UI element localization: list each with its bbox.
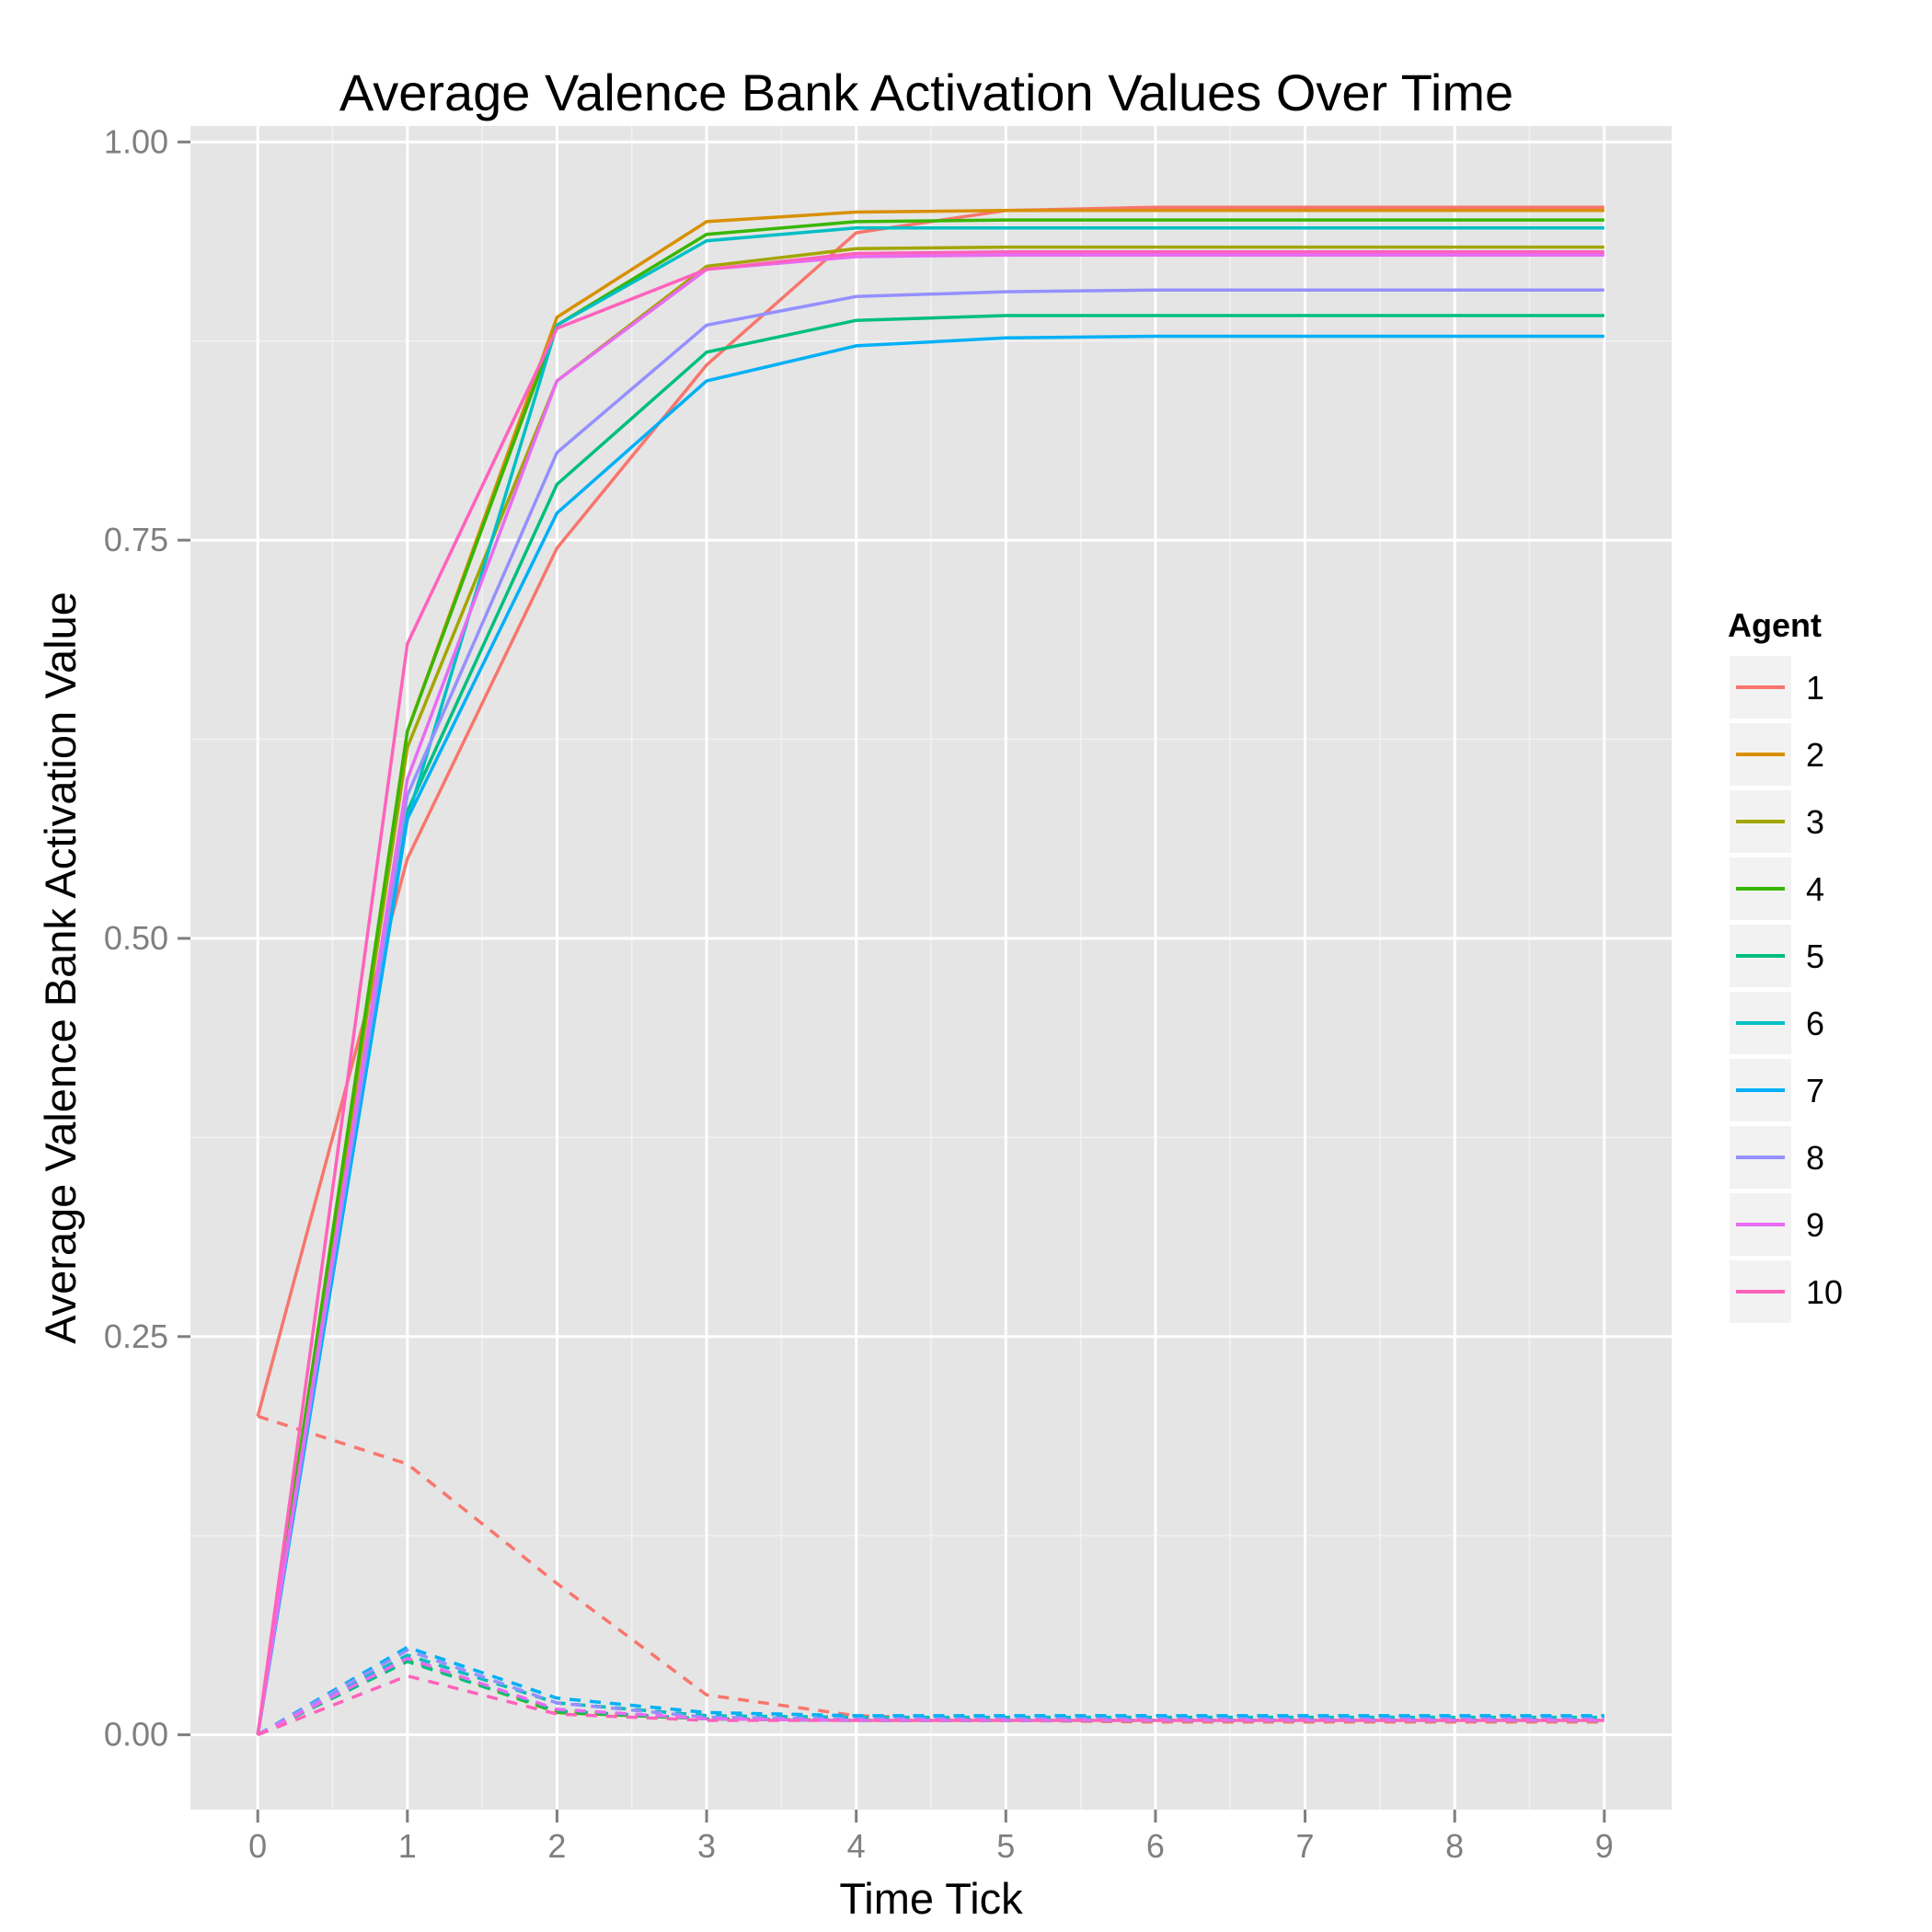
legend-label-agent-9: 9 (1806, 1206, 1824, 1244)
series-line-solid-agent-5 (256, 314, 1604, 1735)
series-line-dashed-agent-1 (257, 1414, 1604, 1724)
series-line-dashed-agent-9 (257, 1656, 1604, 1737)
legend-label-agent-6: 6 (1806, 1005, 1824, 1042)
x-tick-label: 2 (547, 1827, 566, 1865)
series-line-dashed-agent-6 (257, 1653, 1604, 1737)
x-tick-label: 6 (1146, 1827, 1165, 1865)
legend-label-agent-1: 1 (1806, 669, 1824, 707)
x-tick-label: 5 (996, 1827, 1015, 1865)
legend-label-agent-10: 10 (1806, 1273, 1843, 1311)
legend: Agent 1 2 3 4 5 6 7 8 9 10 (1728, 606, 1843, 1323)
major-gridlines (190, 126, 1672, 1810)
legend-label-agent-8: 8 (1806, 1139, 1824, 1177)
legend-label-agent-7: 7 (1806, 1072, 1824, 1110)
series-line-dashed-agent-7 (257, 1645, 1604, 1737)
y-tick-label: 0.25 (104, 1317, 168, 1355)
x-tick-label: 0 (248, 1827, 267, 1865)
legend-label-agent-5: 5 (1806, 937, 1824, 975)
legend-items: 1 2 3 4 5 6 7 8 9 10 (1730, 656, 1843, 1323)
x-tick-label: 3 (697, 1827, 716, 1865)
y-axis-title: Average Valence Bank Activation Value (36, 592, 85, 1344)
series-line-dashed-agent-10 (257, 1673, 1604, 1737)
series-line-solid-agent-3 (256, 245, 1604, 1735)
x-axis-title: Time Tick (839, 1874, 1023, 1923)
series-line-solid-agent-4 (256, 218, 1604, 1735)
y-tick-label: 1.00 (104, 122, 168, 160)
x-tick-label: 9 (1595, 1827, 1614, 1865)
minor-gridlines (190, 126, 1672, 1810)
legend-label-agent-2: 2 (1806, 736, 1824, 774)
y-tick-label: 0.75 (104, 521, 168, 558)
x-tick-label: 4 (847, 1827, 866, 1865)
legend-label-agent-3: 3 (1806, 803, 1824, 841)
x-tick-label: 1 (398, 1827, 417, 1865)
y-tick-label: 0.00 (104, 1716, 168, 1754)
series-line-solid-agent-9 (256, 253, 1604, 1735)
chart-title: Average Valence Bank Activation Values O… (339, 63, 1513, 121)
x-axis: 0 1 2 3 4 5 6 7 8 9 (248, 1810, 1614, 1865)
legend-title: Agent (1728, 606, 1822, 644)
legend-label-agent-4: 4 (1806, 870, 1824, 908)
y-tick-label: 0.50 (104, 919, 168, 957)
series-line-solid-agent-8 (256, 288, 1604, 1735)
y-axis: 0.00 0.25 0.50 0.75 1.00 (104, 122, 190, 1754)
series-lines (256, 205, 1604, 1737)
series-line-solid-agent-10 (256, 250, 1604, 1735)
x-tick-label: 8 (1445, 1827, 1464, 1865)
series-line-solid-agent-7 (256, 334, 1604, 1735)
x-tick-label: 7 (1296, 1827, 1315, 1865)
series-line-solid-agent-6 (256, 226, 1604, 1735)
